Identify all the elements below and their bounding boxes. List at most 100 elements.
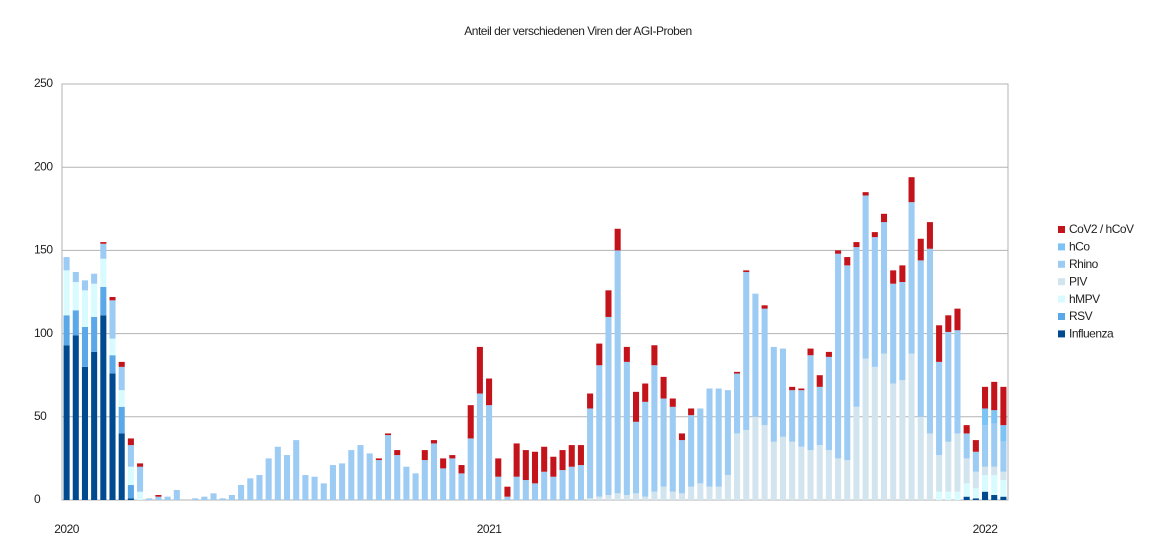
bar-segment <box>587 393 594 409</box>
legend-label: RSV <box>1069 309 1093 323</box>
bar-segment <box>844 265 851 461</box>
bar-segment <box>807 355 814 451</box>
bar-segment <box>293 440 300 500</box>
bar-segment <box>963 433 970 459</box>
bar-segment <box>623 346 630 362</box>
bar-segment <box>798 390 805 447</box>
legend-swatch <box>1058 243 1065 251</box>
bar-segment <box>541 471 548 500</box>
bar-segment <box>91 273 98 284</box>
bar-segment <box>559 450 566 471</box>
bar-segment <box>449 455 456 459</box>
bar-segment <box>109 296 116 301</box>
bar-segment <box>871 366 878 500</box>
bar-segment <box>486 378 493 406</box>
bar-segment <box>100 242 107 244</box>
bar-segment <box>72 310 79 336</box>
bar-segment <box>623 495 630 500</box>
bar-segment <box>118 433 125 500</box>
bar-segment <box>467 405 474 439</box>
bar-segment <box>577 445 584 466</box>
bar-segment <box>982 408 989 426</box>
bar-segment <box>770 441 777 500</box>
bar-segment <box>642 383 649 402</box>
bar-segment <box>587 498 594 500</box>
legend-label: hMPV <box>1069 292 1100 306</box>
bar-segment <box>394 455 401 500</box>
bar-segment <box>522 480 529 500</box>
bar-segment <box>329 465 336 500</box>
bar-segment <box>743 270 750 273</box>
bar-segment <box>835 458 842 500</box>
bar-segment <box>972 451 979 472</box>
bar-segment <box>743 272 750 431</box>
bar-segment <box>761 305 768 309</box>
bar-segment <box>587 408 594 499</box>
bar-segment <box>651 345 658 366</box>
bar-segment <box>100 258 107 288</box>
bar-segment <box>835 253 842 459</box>
bar-segment <box>908 177 915 203</box>
bar-segment <box>936 361 943 456</box>
bar-segment <box>504 496 511 500</box>
bar-segment <box>476 346 483 394</box>
bar-segment <box>862 358 869 500</box>
bar-segment <box>118 390 125 407</box>
bar-segment <box>917 416 924 500</box>
bar-segment <box>568 466 575 500</box>
bar-segment <box>81 280 88 291</box>
legend-label: Rhino <box>1069 257 1099 271</box>
bar-segment <box>100 315 107 500</box>
bar-segment <box>688 486 695 500</box>
bar-segment <box>605 495 612 500</box>
bar-segment <box>127 445 134 467</box>
bar-segment <box>972 471 979 489</box>
bar-segment <box>63 270 70 316</box>
bar-segment <box>945 491 952 500</box>
bar-segment <box>63 257 70 271</box>
bar-segment <box>982 466 989 476</box>
bar-segment <box>632 391 640 422</box>
bar-segment <box>72 335 79 500</box>
bar-segment <box>127 466 134 486</box>
bar-segment <box>118 361 125 367</box>
x-tick-label: 2022 <box>973 522 999 536</box>
bar-segment <box>697 408 704 484</box>
bar-segment <box>972 440 979 452</box>
bar-segment <box>137 466 144 492</box>
bar-segment <box>816 386 823 446</box>
bar-segment <box>697 483 704 500</box>
bar-segment <box>963 496 970 500</box>
bar-segment <box>155 495 162 497</box>
bar-segment <box>972 498 979 500</box>
bar-segment <box>385 433 392 436</box>
bar-segment <box>577 465 584 500</box>
bar-segment <box>192 498 199 500</box>
bar-segment <box>642 496 649 500</box>
bar-segment <box>660 376 667 399</box>
y-tick-label: 200 <box>34 159 53 173</box>
bar-segment <box>283 455 291 500</box>
bar-segment <box>770 346 777 442</box>
bar-segment <box>137 463 144 467</box>
bar-segment <box>825 356 832 451</box>
bar-segment <box>669 398 676 407</box>
bar-segment <box>899 282 906 381</box>
bar-segment <box>605 290 612 317</box>
bar-segment <box>963 483 970 497</box>
legend-label: CoV2 / hCoV <box>1069 222 1134 236</box>
bar-segment <box>963 425 970 434</box>
bar-segment <box>531 483 539 500</box>
bar-segment <box>1000 496 1007 500</box>
bar-segment <box>339 463 346 500</box>
bar-segment <box>109 300 116 339</box>
y-tick-label: 250 <box>34 76 53 90</box>
bar-segment <box>991 466 998 476</box>
legend-swatch <box>1058 313 1065 320</box>
bar-segment <box>752 416 759 500</box>
bar-segment <box>835 250 842 254</box>
bar-segment <box>91 316 98 352</box>
bar-segment <box>430 443 438 500</box>
legend-label: Influenza <box>1069 327 1114 341</box>
